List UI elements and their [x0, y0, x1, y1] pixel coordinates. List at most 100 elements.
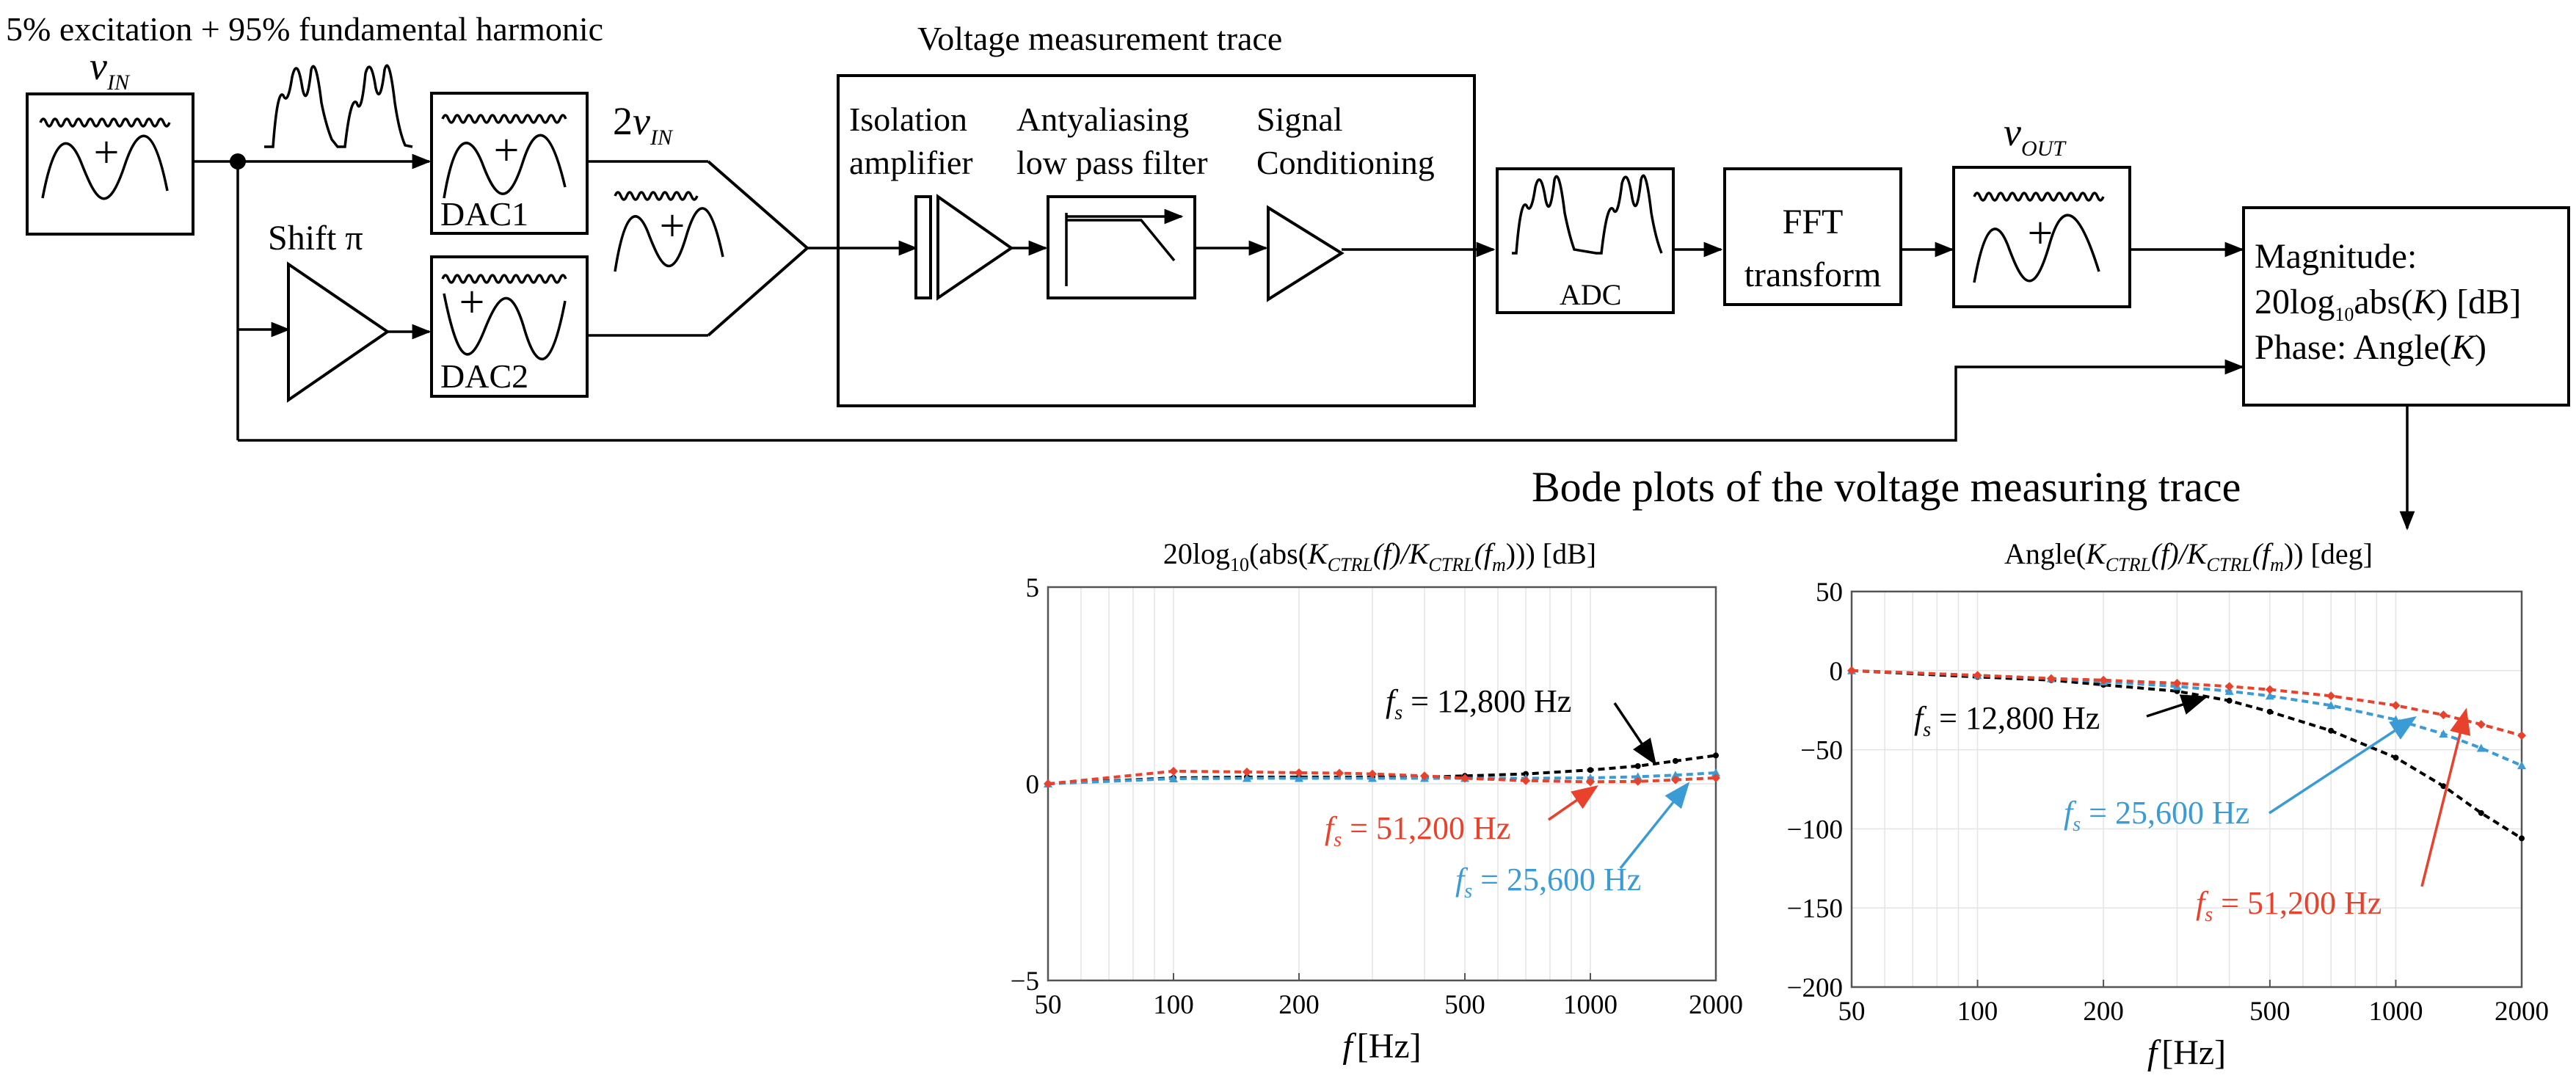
annotation-label: fs = 51,200 Hz — [1325, 810, 1510, 851]
data-point — [1973, 671, 1982, 680]
x-tick-label: 1000 — [1563, 990, 1618, 1020]
data-point — [1711, 768, 1720, 776]
vout-label: vOUT — [2004, 110, 2067, 161]
x-tick-label: 500 — [1444, 990, 1485, 1020]
dac2-block: + DAC2 — [430, 255, 589, 398]
data-point — [2265, 691, 2274, 700]
data-point — [2265, 685, 2274, 694]
x-tick-label: 100 — [1957, 997, 1998, 1027]
two-vin-plus: + — [660, 201, 685, 251]
mixed-signal-waveform-a — [264, 64, 413, 148]
data-point — [2517, 761, 2526, 770]
data-point — [2172, 679, 2182, 688]
data-point — [1242, 774, 1252, 782]
x-tick-label: 2000 — [2495, 997, 2549, 1027]
vin-label: vIN — [90, 44, 131, 95]
annotation-arrow — [2268, 716, 2417, 815]
data-point — [1368, 769, 1378, 779]
x-tick-label: 50 — [1035, 990, 1062, 1020]
data-point — [1713, 752, 1719, 759]
data-point — [2517, 731, 2526, 740]
y-tick-label: −150 — [1787, 894, 1843, 924]
annotation-arrow — [1619, 782, 1690, 870]
data-point — [2099, 675, 2109, 685]
data-point — [1168, 766, 1178, 776]
chart2-title: Angle(KCTRL(f)/KCTRL(fm)) [deg] — [2004, 537, 2373, 575]
data-point — [1294, 768, 1303, 777]
x-tick-label: 200 — [1278, 990, 1320, 1020]
summing-amplifier — [707, 160, 810, 337]
signal-label-2: Conditioning — [1256, 144, 1435, 181]
vin-source-block: + — [26, 92, 194, 236]
signal-conditioning-amplifier — [1267, 205, 1345, 302]
dac2-plus: + — [459, 277, 485, 327]
plot-frame — [1850, 590, 2523, 989]
x-tick-label: 500 — [2249, 997, 2291, 1027]
x-tick-label: 200 — [2083, 997, 2124, 1027]
data-point — [1044, 779, 1052, 788]
data-point — [2391, 701, 2401, 710]
x-tick-label: 1000 — [2368, 997, 2423, 1027]
data-point — [2046, 674, 2056, 683]
x-tick-label: 50 — [1838, 997, 1866, 1027]
y-tick-label: 0 — [1830, 657, 1844, 687]
y-tick-label: −200 — [1787, 973, 1843, 1003]
y-tick-label: −5 — [1011, 967, 1039, 997]
magnitude-phase-block: Magnitude: 20log10abs(K) [dB] Phase: Ang… — [2242, 206, 2570, 407]
annotation-arrow — [1548, 785, 1598, 821]
magnitude-label: Magnitude: — [2255, 237, 2417, 276]
data-point — [2476, 743, 2486, 752]
data-point — [2326, 691, 2336, 701]
two-vin-waveform: + — [614, 191, 724, 272]
dac1-block: + DAC1 — [430, 92, 589, 235]
data-point — [1460, 774, 1470, 783]
signal-composition-label: 5% excitation + 95% fundamental harmonic — [6, 10, 603, 48]
two-vin-label: 2vIN — [613, 99, 674, 150]
data-point — [2226, 697, 2233, 704]
magnitude-formula: 20log10abs(K) [dB] — [2255, 283, 2521, 325]
phase-bode-plot: 50 100 200 500 1000 2000 −200 −150 −100 −50 0 50 f [H… — [1787, 578, 2549, 1072]
annotation-label: fs = 12,800 Hz — [1914, 700, 2100, 741]
annotation-arrow — [2146, 694, 2208, 718]
data-point — [1711, 773, 1720, 782]
annotation-label: fs = 25,600 Hz — [2064, 795, 2249, 836]
lowpass-filter-block — [1047, 195, 1196, 299]
data-point — [2440, 783, 2447, 790]
data-point — [2224, 682, 2234, 691]
y-tick-label: 50 — [1816, 578, 1843, 608]
data-point — [1294, 774, 1303, 782]
data-point — [1335, 768, 1345, 778]
isolation-amplifier — [914, 194, 1014, 301]
data-point — [2439, 729, 2448, 738]
x-tick-label: 2000 — [1689, 990, 1743, 1020]
dac1-plus: + — [494, 125, 520, 175]
data-point — [1672, 757, 1678, 764]
signal-label-1: Signal — [1256, 101, 1343, 138]
vout-plus: + — [2028, 208, 2053, 258]
data-point — [2439, 710, 2448, 720]
x-axis-label: f [Hz] — [2147, 1033, 2226, 1072]
data-point — [1847, 666, 1856, 675]
data-point — [2393, 754, 2399, 761]
data-point — [1586, 777, 1596, 787]
data-point — [1521, 776, 1531, 785]
y-tick-label: 5 — [1026, 573, 1040, 603]
magnitude-bode-plot: 50 100 200 500 1000 2000 −5 0 5 f [Hz] fs = 12,800 … — [1011, 573, 1743, 1066]
annotation-arrow — [1613, 702, 1657, 765]
data-point — [1587, 767, 1594, 774]
shift-pi-label: Shift π — [268, 219, 363, 258]
data-point — [1633, 776, 1642, 786]
series-line-0 — [1851, 669, 2523, 840]
annotation-arrow — [2420, 707, 2471, 887]
adc-block: ADC — [1496, 167, 1675, 314]
data-point — [1242, 767, 1252, 776]
inverter-triangle — [287, 261, 390, 403]
annotation-label: fs = 12,800 Hz — [1386, 683, 1571, 724]
data-point — [2476, 720, 2486, 729]
fft-block: FFT transform — [1723, 167, 1902, 306]
phase-formula: Phase: Angle(K) — [2255, 328, 2486, 367]
fft-label-2: transform — [1744, 255, 1882, 294]
voltage-trace-box — [837, 74, 1476, 407]
data-point — [1634, 762, 1641, 769]
data-point — [2266, 708, 2273, 715]
